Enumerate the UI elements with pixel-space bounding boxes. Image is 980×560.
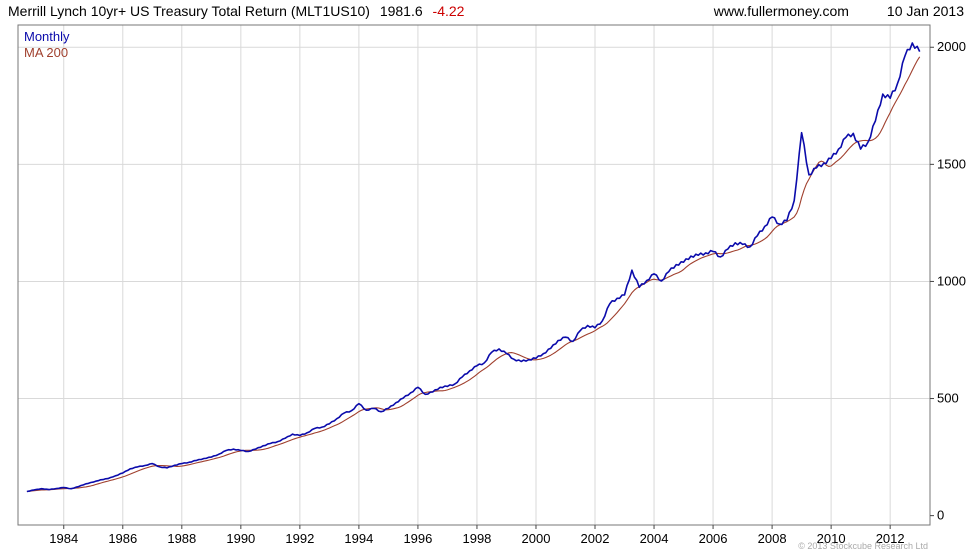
x-axis-label: 2012 — [876, 531, 905, 546]
x-axis-label: 1984 — [49, 531, 78, 546]
y-axis-label: 2000 — [937, 39, 966, 54]
x-axis-label: 2010 — [817, 531, 846, 546]
date-label: 10 Jan 2013 — [886, 3, 964, 19]
x-axis-label: 1996 — [403, 531, 432, 546]
header-title-group: Merrill Lynch 10yr+ US Treasury Total Re… — [0, 3, 464, 19]
y-axis-label: 1000 — [937, 273, 966, 288]
y-axis-label: 500 — [937, 391, 959, 406]
x-axis-label: 2006 — [699, 531, 728, 546]
legend-timeframe-label: Monthly — [24, 29, 70, 44]
x-axis-label: 2008 — [758, 531, 787, 546]
y-axis-label: 1500 — [937, 156, 966, 171]
x-axis-label: 1998 — [462, 531, 491, 546]
x-axis-label: 2000 — [522, 531, 551, 546]
x-axis-label: 1988 — [167, 531, 196, 546]
copyright-notice: © 2013 Stockcube Research Ltd — [798, 541, 928, 551]
x-axis-label: 1990 — [226, 531, 255, 546]
y-axis-label: 0 — [937, 508, 944, 523]
ma-line — [26, 56, 921, 493]
chart-legend: Monthly MA 200 — [24, 29, 70, 61]
last-value: 1981.6 — [379, 3, 423, 19]
chart-header: Merrill Lynch 10yr+ US Treasury Total Re… — [0, 0, 980, 22]
x-axis-label: 1986 — [108, 531, 137, 546]
change-value: -4.22 — [432, 3, 465, 19]
header-meta-group: www.fullermoney.com 10 Jan 2013 — [714, 3, 980, 19]
website-label: www.fullermoney.com — [713, 3, 849, 19]
legend-ma-label: MA 200 — [24, 45, 69, 60]
x-axis-label: 1992 — [285, 531, 314, 546]
x-axis-label: 2004 — [640, 531, 669, 546]
price-line — [26, 42, 921, 493]
plot-border — [17, 24, 931, 526]
x-axis-label: 2002 — [581, 531, 610, 546]
x-axis-label: 1994 — [344, 531, 373, 546]
chart-title: Merrill Lynch 10yr+ US Treasury Total Re… — [8, 3, 370, 19]
